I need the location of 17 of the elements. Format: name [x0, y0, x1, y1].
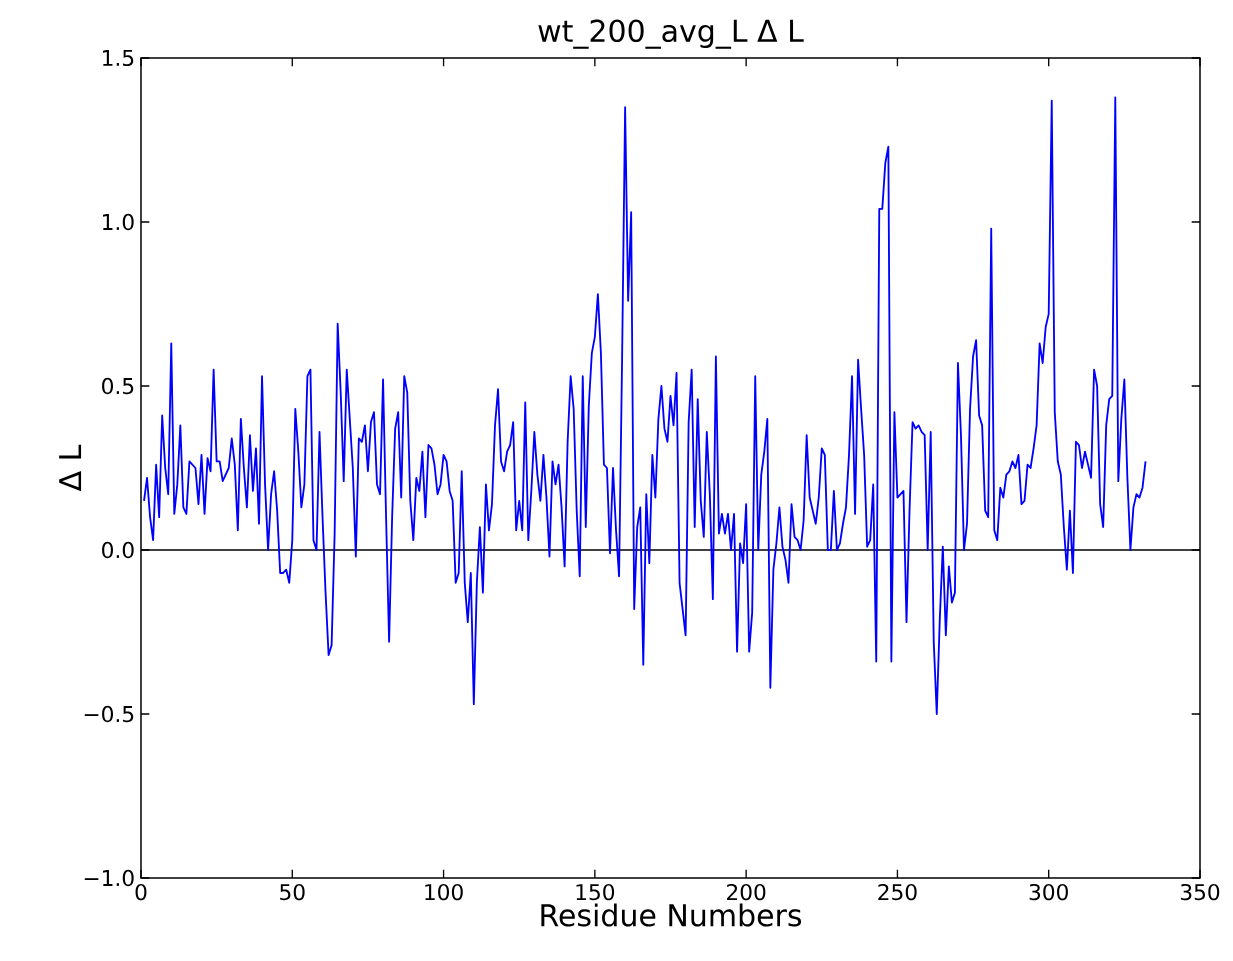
x-tick-label: 100: [425, 883, 463, 901]
x-tick-label: 150: [576, 883, 615, 901]
y-tick-label: 0.0: [102, 541, 134, 559]
x-tick-label: 50: [280, 883, 305, 901]
y-tick-label: 1.5: [103, 49, 134, 67]
y-tick-label: 1.0: [103, 213, 134, 231]
y-tick-label: −1.0: [84, 869, 134, 887]
x-tick-label: 200: [727, 883, 766, 901]
y-axis-title: Δ L: [59, 444, 82, 492]
y-tick-label: −0.5: [84, 705, 134, 723]
chart-title: wt_200_avg_L Δ L: [538, 19, 804, 49]
y-tick-label: 0.5: [102, 377, 134, 395]
x-tick-label: 350: [1180, 883, 1220, 901]
x-tick-label: 0: [135, 883, 147, 901]
x-tick-label: 250: [878, 883, 917, 901]
x-axis-title: Residue Numbers: [541, 903, 802, 927]
x-tick-label: 300: [1029, 883, 1068, 901]
